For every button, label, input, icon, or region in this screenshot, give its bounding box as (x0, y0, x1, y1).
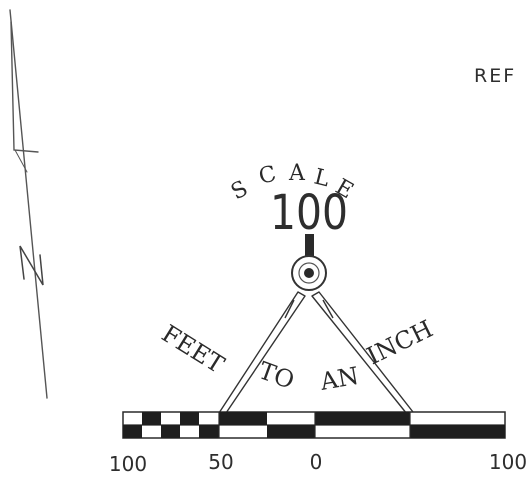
bar-label-0: 0 (310, 450, 323, 474)
scale-letter-c: C (256, 161, 278, 189)
bar-label-left-100: 100 (109, 452, 147, 476)
arc-word-inch: INCH (362, 315, 437, 371)
bar-label-right-100: 100 (489, 450, 527, 474)
scale-letter-l: L (312, 165, 333, 193)
scale-letter-s: S (227, 176, 252, 205)
reference-label: REF (474, 65, 516, 87)
scale-letter-a: A (288, 161, 306, 186)
north-arrow-icon (9, 9, 48, 399)
scale-bar-subdivisions (123, 412, 315, 438)
north-letter (19, 245, 44, 286)
arc-word-to: TO (255, 356, 298, 395)
arc-word-an: AN (317, 362, 361, 396)
arc-word-feet: FEET (157, 319, 229, 379)
bar-label-50: 50 (208, 450, 233, 474)
scale-bar-primary (315, 412, 505, 438)
divider-compass-icon (218, 234, 414, 417)
scale-bar (122, 411, 506, 439)
scale-bar-labels: 100 50 0 100 (109, 450, 527, 476)
arc-words: FEET TO AN INCH (157, 315, 438, 396)
scale-value: 100 (270, 185, 348, 241)
